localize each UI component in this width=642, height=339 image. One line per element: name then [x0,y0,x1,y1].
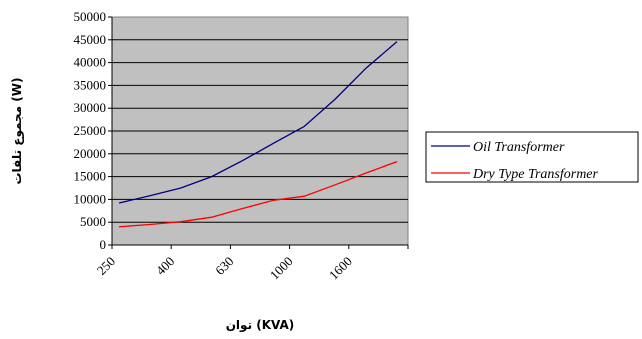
y-tick-label: 45000 [74,32,107,47]
y-tick-label: 10000 [74,191,107,206]
y-tick-label: 35000 [74,77,107,92]
x-axis-title: توان (KVA) [226,318,295,333]
series-line-oil-transformer [118,41,398,204]
y-tick-label: 40000 [74,55,107,70]
y-tick-label: 25000 [74,123,107,138]
x-tick-label: 250 [94,254,118,278]
x-tick-label: 1000 [267,254,296,283]
legend-label-dry-type-transformer: Dry Type Transformer [472,167,599,182]
series-lines [118,41,398,228]
legend-label-oil-transformer: Oil Transformer [473,140,565,155]
legend: Oil Transformer Dry Type Transformer [425,131,639,183]
y-axis-title: مجموع تلفات (W) [10,77,25,184]
y-tick-label: 15000 [74,169,107,184]
y-tick-label: 50000 [74,9,107,24]
grid-lines [112,39,408,223]
x-tick-label: 630 [212,254,236,278]
y-tick-label: 5000 [80,214,106,229]
y-tick-label: 30000 [74,100,107,115]
series-line-dry-type-transformer [118,160,398,228]
x-axis: 250 400 630 1000 1600 [94,244,409,283]
y-tick-label: 0 [100,237,107,252]
x-tick-label: 400 [153,254,177,278]
x-tick-label: 1600 [326,254,355,283]
legend-box [425,131,639,183]
y-tick-label: 20000 [74,146,107,161]
y-axis: 0 5000 10000 15000 20000 25000 30000 35000 40000… [74,9,113,252]
